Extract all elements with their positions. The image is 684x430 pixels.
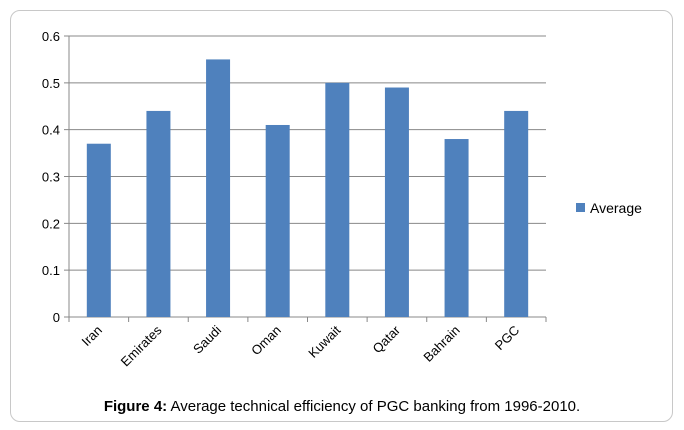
x-tick-label: Bahrain [420, 323, 462, 365]
y-tick-label: 0.4 [42, 123, 60, 138]
bar-oman [265, 124, 290, 317]
bar-bahrain [444, 139, 469, 317]
y-tick-label: 0.5 [42, 76, 60, 91]
x-tick-label: Emirates [118, 322, 165, 369]
caption-label: Figure 4: [103, 398, 168, 415]
bar-emirates [146, 110, 171, 317]
x-tick-label: Qatar [369, 322, 403, 356]
x-axis-ticks: Iran Emirates Saudi Oman Kuwait Qatar Bahrain P… [78, 322, 522, 369]
x-tick-label: Oman [248, 323, 284, 359]
x-tick-label: Kuwait [305, 322, 343, 360]
bars [86, 59, 529, 318]
bar-pgc [504, 110, 529, 317]
caption-text: Average technical efficiency of PGC bank… [167, 398, 581, 415]
bar-kuwait [325, 82, 350, 317]
figure-caption: Figure 4: Average technical efficiency o… [0, 398, 684, 415]
y-axis-ticks: 0 0.1 0.2 0.3 0.4 0.5 0.6 [42, 29, 60, 325]
bar-iran [86, 143, 111, 317]
y-tick-label: 0.2 [42, 216, 60, 231]
bar-saudi [206, 59, 231, 318]
legend: Average [576, 200, 642, 216]
legend-label: Average [590, 200, 642, 216]
x-tick-label: Saudi [190, 322, 224, 356]
gridlines [64, 35, 547, 322]
y-tick-label: 0 [53, 310, 60, 325]
y-tick-label: 0.1 [42, 263, 60, 278]
bar-chart: 0 0.1 0.2 0.3 0.4 0.5 0.6 Iran Emirates Saudi Oma… [42, 29, 642, 369]
bar-qatar [384, 87, 409, 318]
y-tick-label: 0.6 [42, 29, 60, 44]
y-tick-label: 0.3 [42, 170, 60, 185]
x-tick-label: Iran [78, 323, 104, 349]
x-tick-label: PGC [492, 323, 523, 354]
legend-swatch [576, 203, 585, 212]
